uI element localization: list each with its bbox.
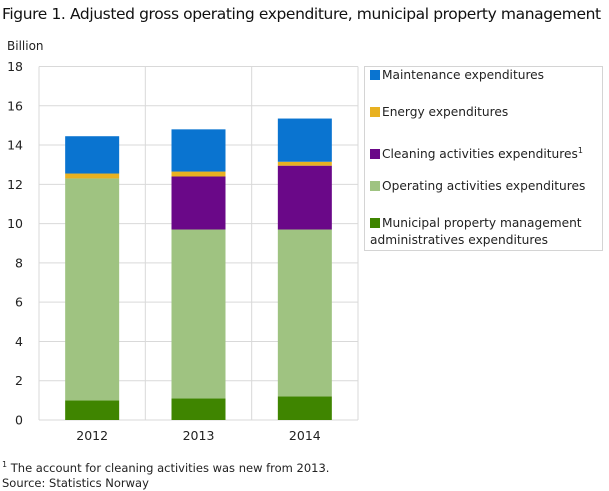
x-tick-label: 2012 (76, 428, 108, 443)
legend-footnote-marker: 1 (577, 146, 583, 155)
y-tick-label: 18 (7, 59, 23, 74)
bar-segment-2014-2 (277, 165, 332, 230)
y-tick-label: 0 (15, 413, 23, 428)
y-axis-label: Billion (7, 39, 44, 53)
legend-item-administrative: Municipal property management administra… (370, 215, 595, 249)
bar-segment-2012-1 (65, 178, 120, 401)
legend-label: Cleaning activities expenditures (382, 147, 578, 162)
bar-segment-2012-3 (65, 173, 120, 179)
y-tick-label: 6 (15, 295, 23, 310)
legend-label: Maintenance expenditures (382, 68, 545, 82)
legend-label: Energy expenditures (382, 105, 509, 119)
x-tick-label: 2014 (289, 428, 321, 443)
bar-segment-2012-0 (65, 400, 120, 420)
y-tick-label: 16 (7, 98, 23, 113)
source-line: Source: Statistics Norway (2, 475, 149, 490)
footnote-text: The account for cleaning activities was … (7, 460, 330, 475)
y-tick-label: 14 (7, 138, 23, 153)
legend-label: Municipal property management administra… (370, 216, 582, 247)
bar-segment-2013-3 (171, 171, 226, 177)
x-tick-label: 2013 (183, 428, 215, 443)
y-tick-label: 12 (7, 177, 23, 192)
legend-item-energy: Energy expenditures (370, 104, 508, 121)
legend-swatch-operating (370, 181, 380, 191)
bar-segment-2013-2 (171, 176, 226, 230)
legend-item-maintenance: Maintenance expenditures (370, 67, 544, 84)
legend-label: Operating activities expenditures (382, 179, 586, 193)
y-tick-label: 4 (15, 334, 23, 349)
bar-segment-2013-1 (171, 229, 226, 399)
footnote-line: 1 The account for cleaning activities wa… (2, 457, 329, 476)
bar-segment-2013-0 (171, 398, 226, 420)
legend-swatch-administrative (370, 218, 380, 228)
bar-segment-2013-4 (171, 129, 226, 172)
footnote: 1 The account for cleaning activities wa… (2, 457, 329, 491)
legend-swatch-cleaning (370, 149, 380, 160)
bar-segment-2014-0 (277, 396, 332, 420)
bar-segment-2012-4 (65, 136, 120, 174)
legend-item-cleaning: Cleaning activities expenditures1 (370, 142, 583, 163)
legend-swatch-maintenance (370, 70, 380, 80)
y-tick-label: 10 (7, 216, 23, 231)
footnote-marker: 1 (2, 460, 8, 469)
legend: Maintenance expenditures Energy expendit… (364, 66, 603, 251)
legend-swatch-energy (370, 107, 380, 117)
chart-title: Figure 1. Adjusted gross operating expen… (2, 5, 601, 23)
y-tick-label: 2 (15, 373, 23, 388)
bar-segment-2014-4 (277, 118, 332, 162)
bar-segment-2014-3 (277, 161, 332, 166)
y-tick-label: 8 (15, 255, 23, 270)
bar-segment-2014-1 (277, 229, 332, 397)
legend-item-operating: Operating activities expenditures (370, 178, 585, 195)
